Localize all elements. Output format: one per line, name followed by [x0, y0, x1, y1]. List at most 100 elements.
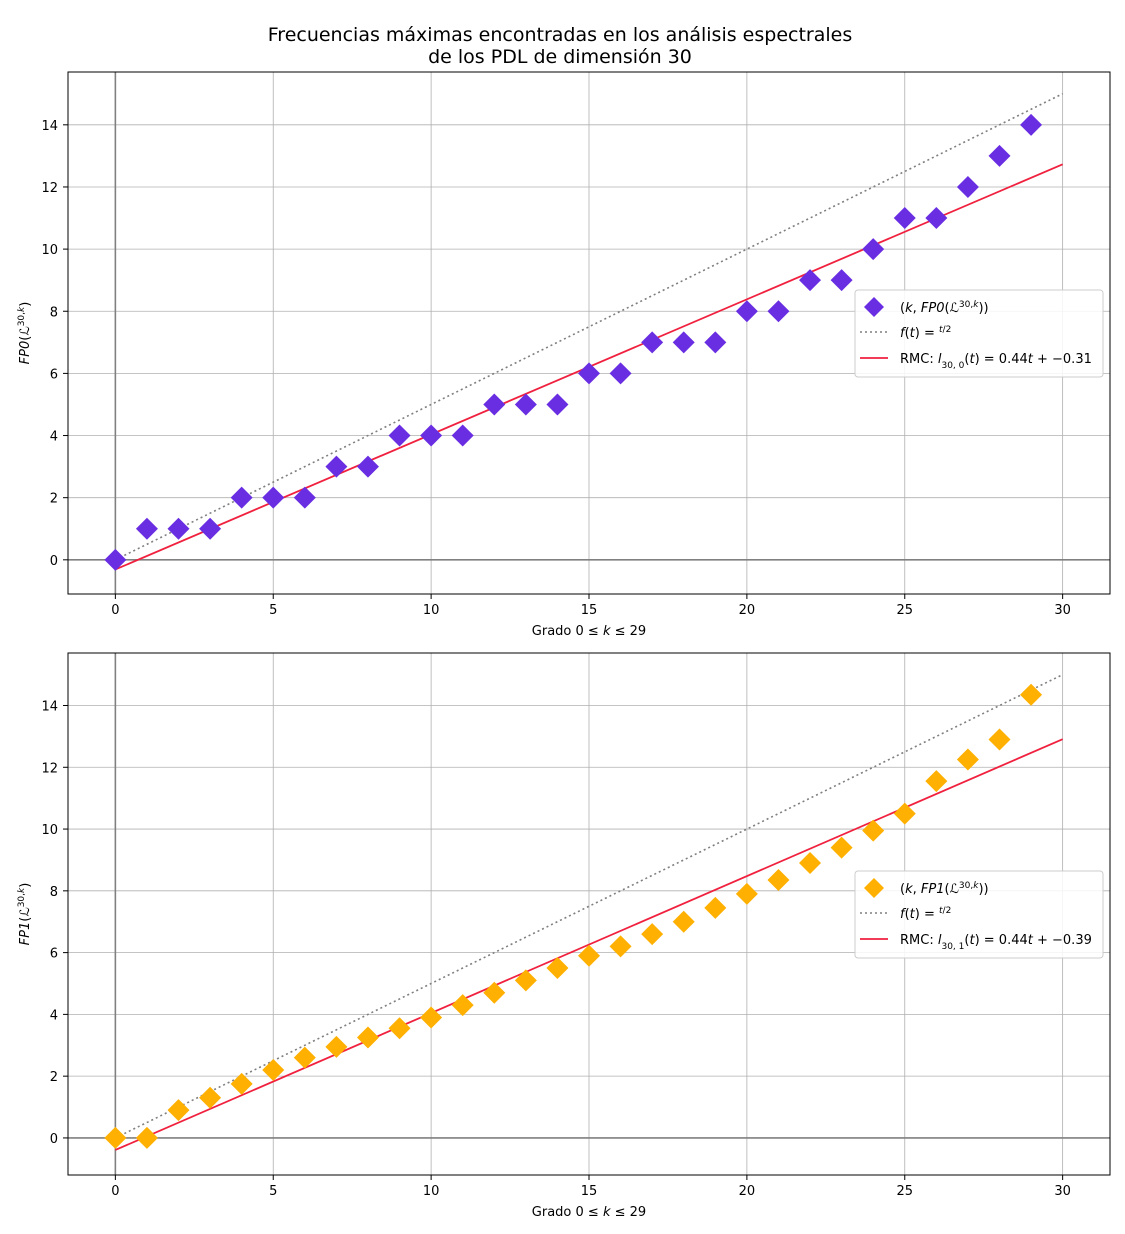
x-tick-label: 15	[581, 1184, 598, 1199]
x-tick-label: 10	[423, 1184, 440, 1199]
data-point	[1020, 113, 1043, 136]
legend: (k, FP0(ℒ30,k)) f(t) = t/2 RMC: l30, 0(t) …	[854, 289, 1104, 378]
x-tick-label: 20	[739, 603, 756, 618]
data-point	[1020, 683, 1043, 706]
data-point	[483, 981, 506, 1004]
data-point	[104, 548, 127, 571]
data-point	[388, 424, 411, 447]
data-point	[862, 238, 885, 261]
x-tick-label: 30	[1054, 603, 1071, 618]
data-point	[988, 144, 1011, 167]
data-point	[641, 331, 664, 354]
data-point	[862, 819, 885, 842]
y-tick-label: 12	[41, 181, 58, 196]
data-point	[420, 1006, 443, 1029]
bottom-panel: 0 5 10 15 20 25 30 0 2 4 6 8 10 12 14 Grado 0 ≤ k ≤ 29 F…	[17, 652, 1111, 1220]
x-axis-label: Grado 0 ≤ k ≤ 29	[532, 1205, 646, 1220]
legend-box	[854, 870, 1104, 959]
data-point	[893, 802, 916, 825]
legend-marker-scatter	[864, 297, 884, 317]
y-tick-label: 12	[41, 761, 58, 776]
x-tick-label: 5	[269, 1184, 277, 1199]
legend-label-scatter: (k, FP0(ℒ30,k))	[900, 300, 989, 316]
data-point	[956, 748, 979, 771]
legend-label-reference: f(t) = t/2	[900, 906, 951, 922]
data-point	[167, 1099, 190, 1122]
data-point	[956, 175, 979, 198]
data-point	[325, 1035, 348, 1058]
y-tick-label: 6	[50, 947, 58, 962]
data-point	[830, 836, 853, 859]
data-point	[672, 331, 695, 354]
legend-box	[854, 289, 1104, 378]
data-point	[799, 852, 822, 875]
data-point	[199, 1086, 222, 1109]
data-point	[546, 393, 569, 416]
data-point	[230, 1072, 253, 1095]
y-tick-label: 6	[50, 367, 58, 382]
x-tick-label: 10	[423, 603, 440, 618]
data-point	[767, 300, 790, 323]
top-panel: 0 5 10 15 20 25 30 0 2 4 6 8 10 12 14 Grado 0 ≤ k ≤ 29 F…	[17, 71, 1111, 639]
data-point	[704, 896, 727, 919]
data-point	[262, 1058, 285, 1081]
x-tick-label: 20	[739, 1184, 756, 1199]
data-point	[704, 331, 727, 354]
legend-label-reference: f(t) = t/2	[900, 325, 951, 341]
data-point	[514, 969, 537, 992]
data-point	[230, 486, 253, 509]
data-point	[578, 944, 600, 967]
y-tick-label: 2	[50, 1070, 58, 1085]
data-point	[135, 1126, 158, 1149]
y-tick-label: 14	[41, 700, 58, 715]
data-point	[925, 207, 948, 230]
data-point	[483, 393, 506, 416]
data-point	[735, 882, 758, 905]
data-point	[356, 455, 379, 478]
chart-title-line-1: Frecuencias máximas encontradas en los a…	[268, 24, 852, 46]
data-point	[135, 517, 158, 540]
y-tick-label: 4	[50, 1008, 58, 1023]
reference-line-t-half	[115, 93, 1063, 561]
y-tick-label: 2	[50, 492, 58, 507]
data-point	[451, 994, 474, 1017]
data-point	[609, 935, 632, 958]
x-tick-label: 15	[581, 603, 598, 618]
data-point	[293, 486, 316, 509]
legend: (k, FP1(ℒ30,k)) f(t) = t/2 RMC: l30, 1(t) …	[854, 870, 1104, 959]
chart-title-line-2: de los PDL de dimensión 30	[428, 46, 692, 68]
data-point	[199, 517, 222, 540]
y-axis-label: FP0(ℒ30,k)	[17, 302, 33, 365]
data-point	[104, 1126, 127, 1149]
data-point	[167, 517, 190, 540]
data-point	[767, 869, 790, 892]
x-tick-label: 0	[111, 603, 119, 618]
x-axis-label: Grado 0 ≤ k ≤ 29	[532, 624, 646, 639]
data-point	[672, 910, 695, 933]
y-tick-label: 10	[41, 243, 58, 258]
data-point	[325, 455, 348, 478]
data-point	[893, 207, 916, 230]
x-tick-label: 25	[896, 1184, 913, 1199]
data-point	[735, 300, 758, 323]
data-point	[420, 424, 443, 447]
data-point	[546, 957, 569, 980]
legend-label-regression: RMC: l30, 1(t) = 0.44t + −0.39	[900, 933, 1092, 952]
x-tick-label: 25	[896, 603, 913, 618]
legend-marker-scatter	[864, 878, 884, 898]
x-tick-label: 30	[1054, 1184, 1071, 1199]
data-point	[830, 269, 853, 292]
y-tick-label: 10	[41, 823, 58, 838]
legend-label-regression: RMC: l30, 0(t) = 0.44t + −0.31	[900, 352, 1092, 371]
data-point	[451, 424, 474, 447]
y-tick-label: 4	[50, 430, 58, 445]
data-point	[641, 923, 664, 946]
data-point	[388, 1017, 411, 1040]
data-point	[514, 393, 537, 416]
y-tick-label: 14	[41, 119, 58, 134]
legend-label-scatter: (k, FP1(ℒ30,k))	[900, 881, 989, 897]
data-point	[799, 269, 822, 292]
data-point	[356, 1026, 379, 1049]
y-tick-label: 8	[50, 305, 58, 320]
y-tick-label: 0	[50, 1132, 58, 1147]
